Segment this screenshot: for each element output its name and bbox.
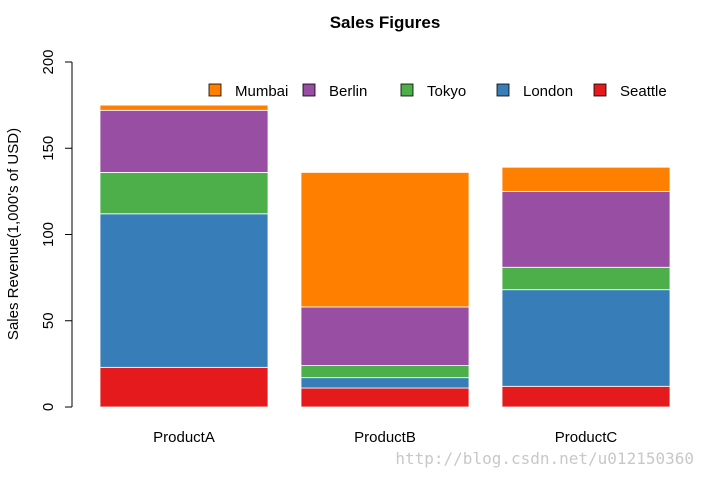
legend-label-london: London xyxy=(523,83,573,100)
y-tick-label: 150 xyxy=(40,136,57,161)
bar-segment-producta-tokyo xyxy=(99,171,269,215)
legend-label-berlin: Berlin xyxy=(329,83,367,100)
legend-swatch-berlin xyxy=(302,83,316,97)
x-axis-labels: ProductA ProductB ProductC xyxy=(153,429,617,446)
x-tick-label: ProductB xyxy=(354,429,416,446)
y-axis: 0 50 100 150 200 xyxy=(40,49,73,411)
y-axis-label: Sales Revenue(1,000's of USD) xyxy=(5,128,22,340)
bar-segment-productb-seattle xyxy=(300,387,470,408)
bar-segment-productc-mumbai xyxy=(501,166,671,192)
legend: Mumbai Berlin Tokyo London Seattle xyxy=(208,83,667,100)
bar-segment-productb-london xyxy=(300,377,470,389)
bar-segment-producta-mumbai xyxy=(99,104,269,111)
legend-label-seattle: Seattle xyxy=(620,83,667,100)
legend-swatch-seattle xyxy=(593,83,607,97)
legend-label-tokyo: Tokyo xyxy=(427,83,466,100)
legend-label-mumbai: Mumbai xyxy=(235,83,288,100)
bar-segment-producta-london xyxy=(99,213,269,368)
bar-segment-productc-tokyo xyxy=(501,266,671,291)
bars xyxy=(99,104,671,408)
x-tick-label: ProductC xyxy=(555,429,618,446)
bar-segment-productb-mumbai xyxy=(300,171,470,308)
bar-segment-productc-berlin xyxy=(501,190,671,268)
x-tick-label: ProductA xyxy=(153,429,215,446)
legend-swatch-london xyxy=(496,83,510,97)
bar-segment-productb-berlin xyxy=(300,306,470,367)
bar-segment-producta-seattle xyxy=(99,366,269,408)
bar-segment-producta-berlin xyxy=(99,109,269,173)
bar-segment-productc-london xyxy=(501,289,671,387)
y-tick-label: 50 xyxy=(40,312,57,329)
legend-swatch-mumbai xyxy=(208,83,222,97)
y-tick-label: 100 xyxy=(40,222,57,247)
y-tick-label: 200 xyxy=(40,49,57,74)
bar-segment-productc-seattle xyxy=(501,385,671,408)
bar-segment-productb-tokyo xyxy=(300,365,470,379)
watermark-text: http://blog.csdn.net/u012150360 xyxy=(395,449,694,468)
chart-title: Sales Figures xyxy=(330,13,441,32)
legend-swatch-tokyo xyxy=(400,83,414,97)
y-tick-label: 0 xyxy=(40,403,57,411)
